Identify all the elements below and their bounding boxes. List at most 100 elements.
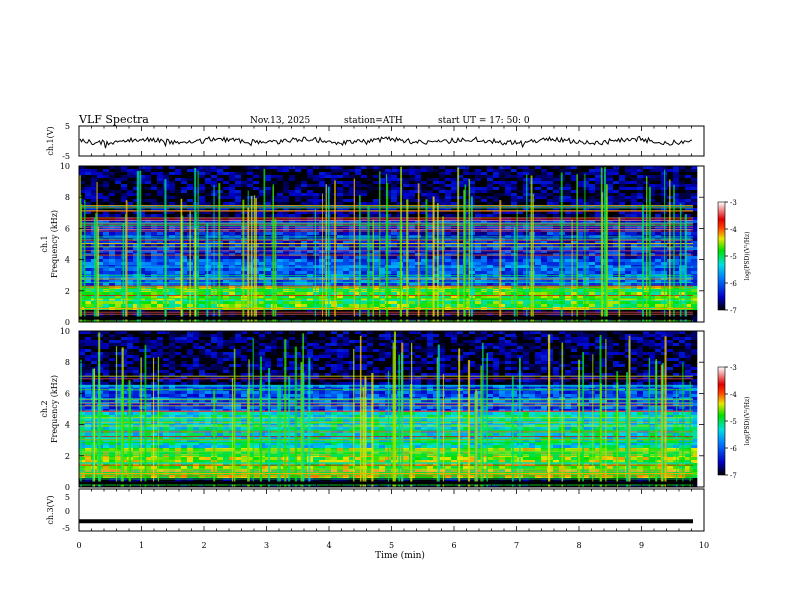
spectrogram-cell bbox=[313, 202, 320, 206]
spectrogram-cell bbox=[343, 214, 350, 218]
spectrogram-cell bbox=[157, 208, 164, 212]
spectrogram-cell bbox=[583, 259, 590, 263]
spectrogram-cell bbox=[523, 268, 530, 272]
spectrogram-cell bbox=[619, 181, 626, 185]
spectrogram-cell bbox=[199, 232, 206, 236]
spectrogram-cell bbox=[397, 172, 404, 176]
spectrogram-cell bbox=[145, 172, 152, 176]
spectrogram-cell bbox=[307, 220, 314, 224]
spectrogram-cell bbox=[409, 166, 416, 170]
spectrogram-cell bbox=[289, 256, 296, 260]
spectrogram-cell bbox=[415, 175, 422, 179]
spectrogram-cell bbox=[517, 310, 524, 314]
spectrogram-cell bbox=[253, 172, 260, 176]
spectrogram-cell bbox=[271, 280, 278, 284]
spectrogram-cell bbox=[517, 175, 524, 179]
spectrogram-cell bbox=[241, 166, 248, 170]
spectrogram-cell bbox=[229, 295, 236, 299]
spectrogram-cell bbox=[511, 187, 518, 191]
spectrogram-cell bbox=[571, 199, 578, 203]
spectrogram-cell bbox=[115, 184, 122, 188]
spectrogram-cell bbox=[487, 271, 494, 275]
spectrogram-cell bbox=[307, 175, 314, 179]
spectrogram-cell bbox=[409, 190, 416, 194]
spectrogram-cell bbox=[319, 181, 326, 185]
spectrogram-cell bbox=[115, 175, 122, 179]
spectrogram-cell bbox=[451, 262, 458, 266]
spectrogram-cell bbox=[493, 244, 500, 248]
spectrogram-cell bbox=[367, 292, 374, 296]
spectrogram-cell bbox=[247, 304, 254, 308]
spectrogram-cell bbox=[631, 271, 638, 275]
spectrogram-cell bbox=[547, 220, 554, 224]
spectrogram-cell bbox=[139, 208, 146, 212]
spectrogram-cell bbox=[109, 208, 116, 212]
spectrogram-cell bbox=[427, 232, 434, 236]
spectrogram-cell bbox=[277, 256, 284, 260]
spectrogram-cell bbox=[505, 169, 512, 173]
spectrogram-cell bbox=[223, 187, 230, 191]
spectrogram-cell bbox=[265, 280, 272, 284]
spectrogram-cell bbox=[499, 310, 506, 314]
spectrogram-cell bbox=[367, 199, 374, 203]
spectrogram-cell bbox=[109, 202, 116, 206]
spectrogram-cell bbox=[217, 178, 224, 182]
spectrogram-cell bbox=[109, 220, 116, 224]
spectrogram-cell bbox=[373, 220, 380, 224]
spectrogram-cell bbox=[343, 169, 350, 173]
spectrogram-cell bbox=[85, 256, 92, 260]
spectrogram-cell bbox=[595, 184, 602, 188]
spectrogram-cell bbox=[487, 304, 494, 308]
spectrogram-cell bbox=[211, 175, 218, 179]
spectrogram-cell bbox=[451, 211, 458, 215]
spectrogram-cell bbox=[613, 220, 620, 224]
spectrogram-cell bbox=[367, 268, 374, 272]
spectrogram-cell bbox=[523, 250, 530, 254]
spectrogram-cell bbox=[289, 190, 296, 194]
spectrogram-cell bbox=[379, 169, 386, 173]
spectrogram-cell bbox=[595, 262, 602, 266]
spectrogram-cell bbox=[403, 223, 410, 227]
spectrogram-cell bbox=[127, 184, 134, 188]
spectrogram-cell bbox=[313, 259, 320, 263]
spectrogram-cell bbox=[481, 283, 488, 287]
spectrogram-cell bbox=[355, 250, 362, 254]
spectrogram-cell bbox=[145, 262, 152, 266]
spectrogram-cell bbox=[445, 181, 452, 185]
spectrogram-cell bbox=[79, 298, 86, 302]
spectrogram-cell bbox=[217, 169, 224, 173]
spectrogram-cell bbox=[79, 181, 86, 185]
spectrogram-cell bbox=[289, 184, 296, 188]
spectrogram-cell bbox=[313, 190, 320, 194]
spectrogram-cell bbox=[583, 250, 590, 254]
spectrogram-cell bbox=[493, 295, 500, 299]
spectrogram-cell bbox=[607, 256, 614, 260]
spectrogram-cell bbox=[109, 244, 116, 248]
spectrogram-cell bbox=[595, 223, 602, 227]
spectrogram-cell bbox=[79, 247, 86, 251]
spectrogram-cell bbox=[613, 178, 620, 182]
spectrogram-cell bbox=[613, 202, 620, 206]
spectrogram-cell bbox=[541, 259, 548, 263]
spectrogram-cell bbox=[361, 256, 368, 260]
spectrogram-cell bbox=[229, 232, 236, 236]
spectrogram-cell bbox=[313, 268, 320, 272]
spectrogram-cell bbox=[331, 184, 338, 188]
spectrogram-cell bbox=[493, 175, 500, 179]
spectrogram-cell bbox=[463, 214, 470, 218]
spectrogram-cell bbox=[349, 271, 356, 275]
spectrogram-cell bbox=[151, 181, 158, 185]
spectrogram-cell bbox=[133, 169, 140, 173]
spectrogram-cell bbox=[565, 166, 572, 170]
spectrogram-cell bbox=[229, 310, 236, 314]
spectrogram-cell bbox=[109, 214, 116, 218]
spectrogram-cell bbox=[115, 268, 122, 272]
spectrogram-cell bbox=[577, 304, 584, 308]
spectrogram-cell bbox=[583, 220, 590, 224]
spectrogram-cell bbox=[415, 181, 422, 185]
spectrogram-cell bbox=[445, 166, 452, 170]
spectrogram-cell bbox=[115, 166, 122, 170]
spectrogram-cell bbox=[649, 196, 656, 200]
spectrogram-cell bbox=[229, 169, 236, 173]
spectrogram-cell bbox=[169, 298, 176, 302]
